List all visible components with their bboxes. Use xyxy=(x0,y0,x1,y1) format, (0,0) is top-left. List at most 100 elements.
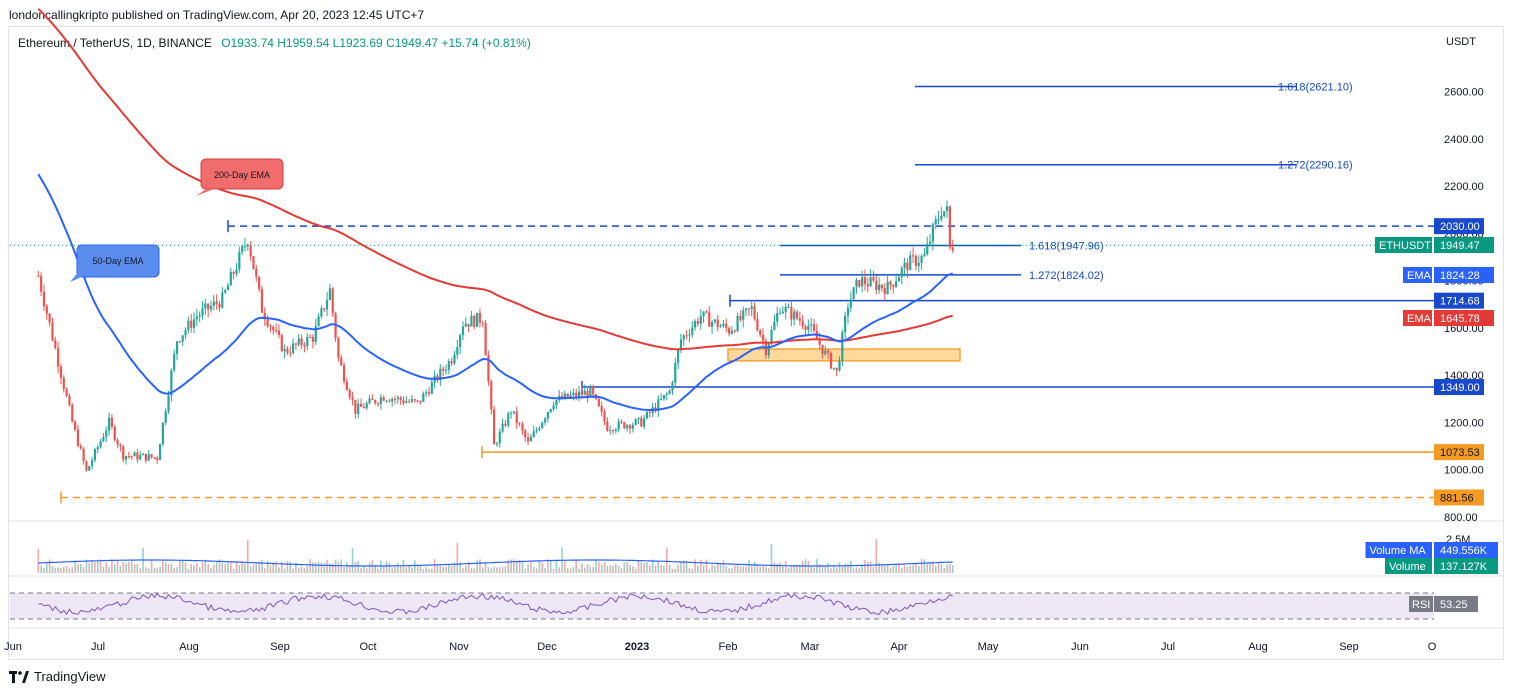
volume-bar xyxy=(751,565,753,573)
volume-bar xyxy=(887,565,889,573)
volume-bar xyxy=(43,568,45,573)
volume-bar xyxy=(734,565,736,573)
volume-bar xyxy=(471,568,473,573)
demand-zone[interactable] xyxy=(728,349,960,361)
volume-bar xyxy=(711,565,713,573)
volume-bar xyxy=(103,567,105,573)
candle-body xyxy=(459,335,461,347)
price-tag-label: 1349.00 xyxy=(1440,382,1480,394)
volume-bar xyxy=(442,567,444,573)
candle-body xyxy=(340,358,342,366)
volume-bar xyxy=(457,543,459,573)
candle-body xyxy=(247,245,249,246)
candle-body xyxy=(394,399,396,400)
volume-bar xyxy=(697,566,699,573)
ema50-callout-text: 50-Day EMA xyxy=(92,256,143,266)
volume-bar xyxy=(929,563,931,573)
ema-50-line[interactable] xyxy=(38,174,952,410)
volume-bar xyxy=(292,569,294,573)
volume-bar xyxy=(720,564,722,573)
candle-body xyxy=(912,255,914,256)
volume-bar xyxy=(100,559,102,573)
candle-body xyxy=(949,206,951,247)
volume-bar xyxy=(108,567,110,573)
candle-body xyxy=(731,331,733,334)
volume-bar xyxy=(530,561,532,573)
candle-body xyxy=(830,353,832,368)
fib-level-label: 1.618(2621.10) xyxy=(1278,82,1353,94)
volume-bar xyxy=(465,566,467,573)
volume-bar xyxy=(156,568,158,573)
volume-bar xyxy=(895,564,897,573)
volume-bar xyxy=(270,565,272,573)
candle-body xyxy=(105,431,107,437)
volume-bar xyxy=(159,567,161,573)
volume-bar xyxy=(890,568,892,573)
candle-body xyxy=(374,400,376,403)
volume-bar xyxy=(179,561,181,573)
candle-body xyxy=(210,306,212,309)
candle-body xyxy=(292,343,294,352)
volume-bar xyxy=(171,564,173,573)
candle-body xyxy=(456,347,458,355)
volume-bar xyxy=(60,568,62,573)
volume-bar xyxy=(714,566,716,573)
volume-bar xyxy=(768,568,770,573)
candle-body xyxy=(366,403,368,408)
candle-body xyxy=(485,323,487,355)
candle-body xyxy=(167,396,169,412)
volume-bar xyxy=(859,568,861,573)
candle-body xyxy=(804,326,806,329)
candle-body xyxy=(736,316,738,331)
candle-body xyxy=(937,219,939,220)
candle-body xyxy=(414,399,416,400)
volume-bar xyxy=(674,569,676,573)
candle-body xyxy=(785,307,787,312)
candle-body xyxy=(465,324,467,327)
volume-bar xyxy=(148,568,150,573)
candle-body xyxy=(538,428,540,430)
volume-bar xyxy=(63,567,65,573)
candle-body xyxy=(507,413,509,425)
candle-body xyxy=(187,321,189,331)
volume-bar xyxy=(836,567,838,573)
volume-bar xyxy=(272,563,274,573)
volume-bar xyxy=(479,559,481,573)
candle-body xyxy=(139,455,141,459)
volume-bar xyxy=(54,568,56,573)
volume-bar xyxy=(117,560,119,573)
candle-body xyxy=(841,332,843,361)
candle-body xyxy=(898,277,900,281)
fib-level-label: 1.272(1824.02) xyxy=(1029,270,1104,282)
volume-bar xyxy=(476,560,478,573)
candle-body xyxy=(807,326,809,330)
candle-body xyxy=(306,337,308,346)
volume-bar xyxy=(360,568,362,573)
candle-body xyxy=(521,424,523,430)
candle-body xyxy=(133,453,135,457)
candle-body xyxy=(861,277,863,286)
candle-body xyxy=(357,404,359,414)
candle-body xyxy=(722,324,724,326)
x-tick-label: Jun xyxy=(4,641,22,653)
candle-body xyxy=(691,327,693,334)
volume-bar xyxy=(952,565,954,573)
volume-bar xyxy=(284,569,286,573)
candle-body xyxy=(875,280,877,289)
ema-200-line[interactable] xyxy=(38,9,952,349)
candle-body xyxy=(589,386,591,396)
candle-body xyxy=(615,430,617,432)
candle-body xyxy=(142,454,144,455)
candle-body xyxy=(887,282,889,294)
rsi-tag-name: RSI xyxy=(1412,599,1430,611)
candle-body xyxy=(54,340,56,348)
candle-body xyxy=(405,401,407,403)
volume-bar xyxy=(216,561,218,573)
candle-body xyxy=(513,411,515,413)
volume-bar xyxy=(352,548,354,573)
candle-body xyxy=(669,391,671,394)
volume-bar xyxy=(581,563,583,573)
volume-bar xyxy=(431,569,433,573)
candle-body xyxy=(660,399,662,400)
